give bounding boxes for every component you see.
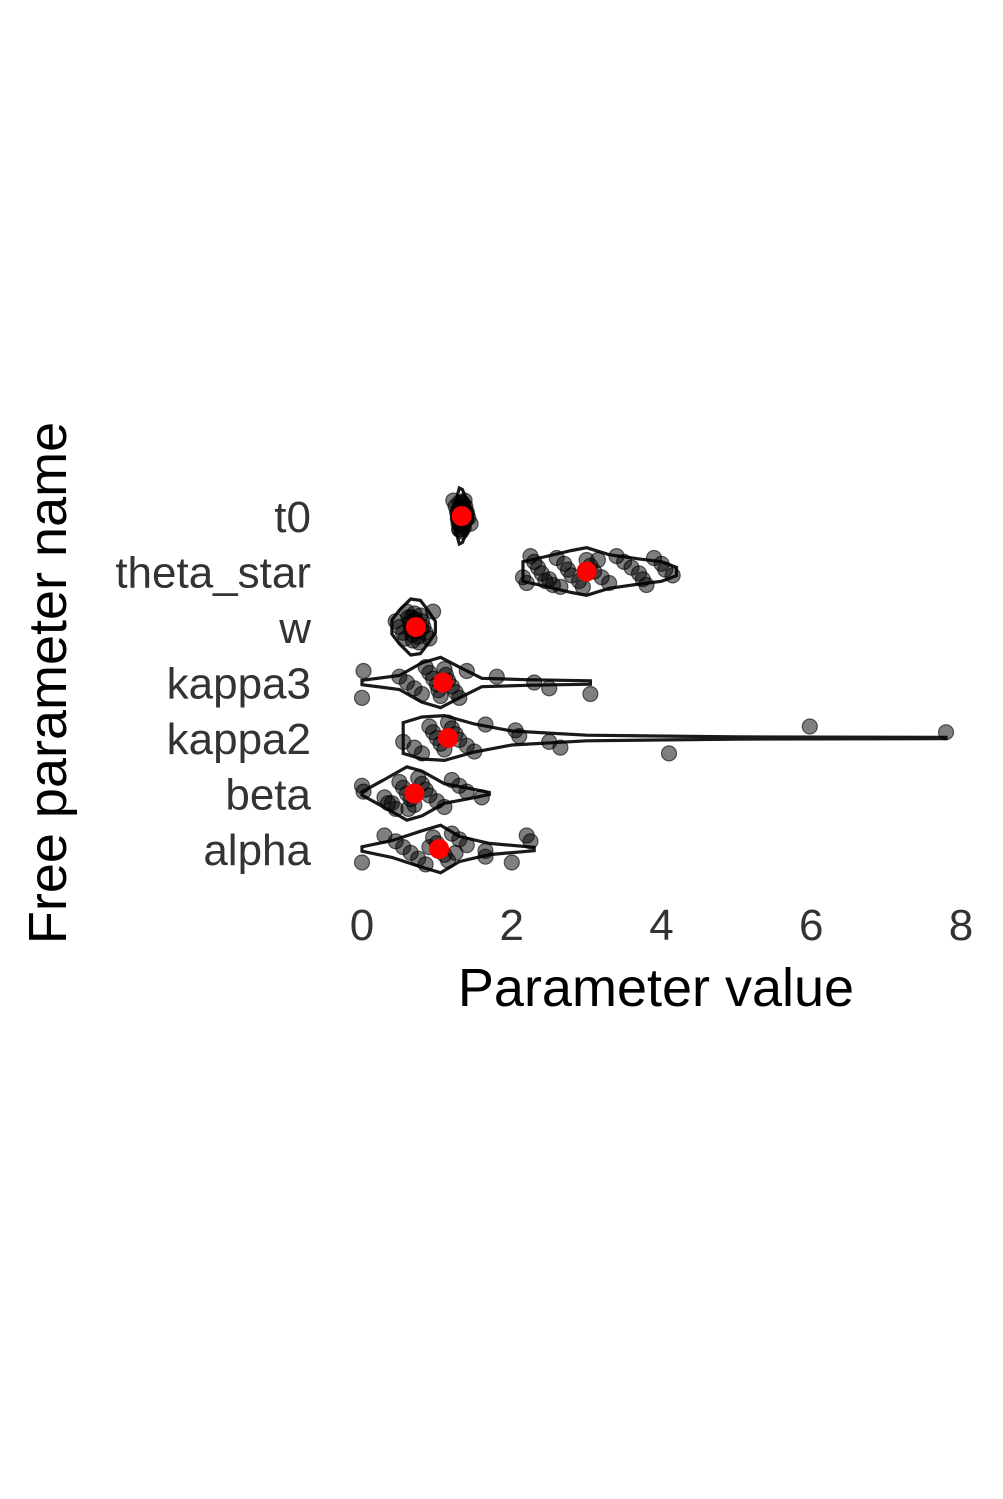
data-point [473, 789, 490, 806]
data-point [355, 783, 372, 800]
data-point [451, 689, 468, 707]
y-tick-label: t0 [274, 493, 311, 542]
data-point [488, 668, 505, 685]
y-tick-label: w [278, 604, 311, 653]
data-point [582, 685, 599, 703]
data-point [503, 854, 520, 871]
data-point [664, 567, 681, 584]
x-tick-label: 2 [500, 901, 524, 950]
data-point [413, 685, 430, 703]
data-point [353, 689, 371, 707]
y-tick-label: alpha [203, 826, 311, 875]
data-point [937, 724, 955, 741]
violin-kappa3 [360, 655, 592, 710]
violin-alpha [360, 823, 536, 875]
mean-point-kappa2 [438, 728, 459, 748]
means-layer [404, 506, 597, 859]
y-tick-label: theta_star [115, 549, 311, 598]
mean-point-w [405, 617, 426, 637]
data-point [660, 745, 678, 762]
x-tick-label: 6 [799, 901, 823, 950]
data-point [458, 836, 475, 854]
data-point [537, 572, 554, 590]
data-point [413, 745, 430, 762]
data-point [458, 783, 475, 800]
data-point [380, 794, 397, 812]
data-point [801, 718, 818, 735]
data-point [355, 662, 372, 680]
x-tick-labels: 0 2 4 6 8 [350, 901, 973, 950]
mean-point-alpha [429, 839, 450, 859]
data-point [574, 578, 592, 596]
x-tick-label: 0 [350, 901, 374, 950]
data-point [522, 833, 539, 850]
data-point [589, 551, 607, 569]
data-point [600, 574, 618, 592]
data-point [552, 578, 569, 596]
mean-point-t0 [451, 506, 472, 526]
data-point [417, 856, 434, 873]
mean-point-kappa3 [432, 672, 453, 693]
data-point [458, 662, 475, 680]
y-axis-title: Free parameter name [18, 422, 78, 944]
data-point [447, 844, 464, 862]
y-tick-label: kappa3 [167, 660, 311, 709]
data-point [353, 854, 371, 871]
data-point [526, 674, 543, 691]
data-point [477, 716, 494, 733]
data-point [541, 680, 558, 697]
y-tick-label: kappa2 [167, 715, 311, 764]
x-tick-label: 8 [949, 901, 973, 950]
mean-point-theta_star [576, 561, 597, 582]
data-point [400, 800, 417, 818]
data-point [511, 727, 528, 745]
data-point [466, 743, 483, 760]
data-point [552, 739, 569, 756]
data-point [638, 576, 655, 594]
mean-point-beta [404, 783, 425, 804]
data-point [425, 603, 442, 620]
x-axis-title: Parameter value [458, 958, 854, 1018]
data-point [477, 848, 494, 865]
data-point [518, 574, 535, 592]
data-point [436, 798, 453, 816]
x-tick-label: 4 [649, 901, 673, 950]
y-tick-label: beta [225, 771, 311, 820]
